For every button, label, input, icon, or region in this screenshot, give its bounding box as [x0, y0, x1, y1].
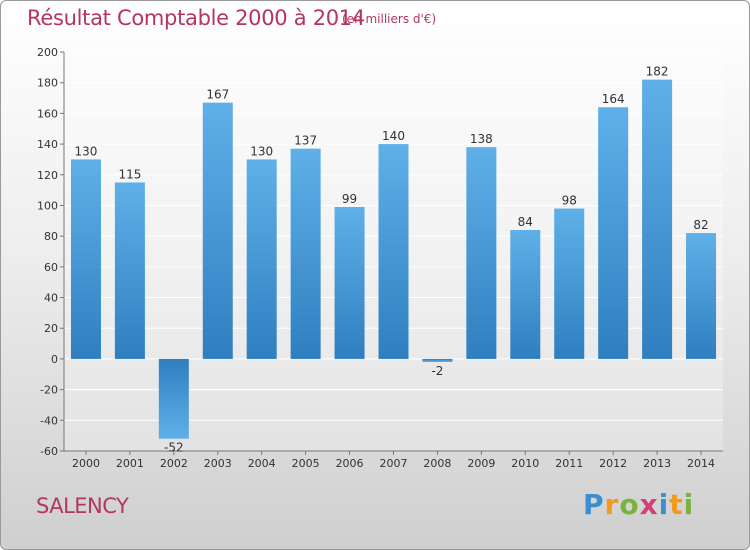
x-tick-label: 2004 — [248, 457, 276, 470]
data-label: 130 — [75, 144, 98, 158]
x-tick-label: 2008 — [423, 457, 451, 470]
bar — [554, 208, 585, 359]
y-tick-label: 180 — [37, 77, 58, 90]
logo-letter: o — [619, 488, 640, 521]
logo-letter: i — [683, 488, 695, 521]
data-label: 182 — [646, 65, 669, 79]
bar — [422, 358, 453, 362]
y-tick-label: 80 — [44, 230, 58, 243]
x-tick-label: 2006 — [336, 457, 364, 470]
data-label: 140 — [382, 129, 405, 143]
logo-letter: x — [639, 488, 659, 521]
x-tick-label: 2013 — [643, 457, 671, 470]
logo-letter: P — [583, 488, 605, 521]
data-label: 115 — [118, 167, 141, 181]
x-tick-label: 2010 — [511, 457, 539, 470]
y-tick-label: 100 — [37, 199, 58, 212]
data-label: 167 — [206, 88, 229, 102]
bar — [114, 182, 145, 359]
bar — [158, 358, 189, 439]
data-label: 82 — [693, 218, 708, 232]
x-tick-label: 2001 — [116, 457, 144, 470]
bar — [246, 159, 277, 359]
y-tick-label: 60 — [44, 261, 58, 274]
data-label: 99 — [342, 192, 357, 206]
bar — [290, 148, 321, 359]
data-label: -2 — [431, 364, 443, 378]
y-tick-label: -20 — [40, 384, 58, 397]
logo-letter: r — [604, 488, 620, 521]
data-label: 130 — [250, 144, 273, 158]
y-tick-label: 20 — [44, 322, 58, 335]
data-label: 98 — [562, 194, 577, 208]
y-tick-label: -60 — [40, 445, 58, 458]
chart-subtitle: (en milliers d'€) — [342, 12, 437, 26]
data-label: 84 — [518, 215, 533, 229]
bar — [378, 144, 409, 359]
x-tick-label: 2003 — [204, 457, 232, 470]
bar — [202, 102, 233, 359]
y-tick-label: 140 — [37, 138, 58, 151]
x-tick-label: 2005 — [292, 457, 320, 470]
commune-name: SALENCY — [36, 494, 129, 518]
bar — [70, 159, 101, 359]
y-tick-label: 200 — [37, 46, 58, 59]
proxiti-logo: Proxiti — [583, 488, 694, 521]
x-tick-label: 2000 — [72, 457, 100, 470]
y-tick-label: 160 — [37, 107, 58, 120]
data-label: -52 — [164, 441, 184, 455]
bar — [686, 233, 717, 359]
y-tick-label: 120 — [37, 169, 58, 182]
x-tick-label: 2007 — [380, 457, 408, 470]
data-label: 137 — [294, 134, 317, 148]
data-label: 164 — [602, 92, 625, 106]
chart-title: Résultat Comptable 2000 à 2014 — [27, 6, 365, 30]
y-tick-label: -40 — [40, 414, 58, 427]
x-tick-label: 2009 — [467, 457, 495, 470]
logo-letter: t — [669, 488, 684, 521]
bar — [510, 230, 541, 359]
bar — [334, 206, 365, 359]
x-tick-label: 2014 — [687, 457, 715, 470]
data-label: 138 — [470, 132, 493, 146]
bar — [598, 107, 629, 359]
x-tick-label: 2012 — [599, 457, 627, 470]
x-tick-label: 2002 — [160, 457, 188, 470]
y-tick-label: 0 — [51, 353, 58, 366]
logo-letter: i — [658, 488, 670, 521]
bar — [642, 79, 673, 359]
y-tick-label: 40 — [44, 292, 58, 305]
x-tick-label: 2011 — [555, 457, 583, 470]
bar — [466, 147, 497, 359]
